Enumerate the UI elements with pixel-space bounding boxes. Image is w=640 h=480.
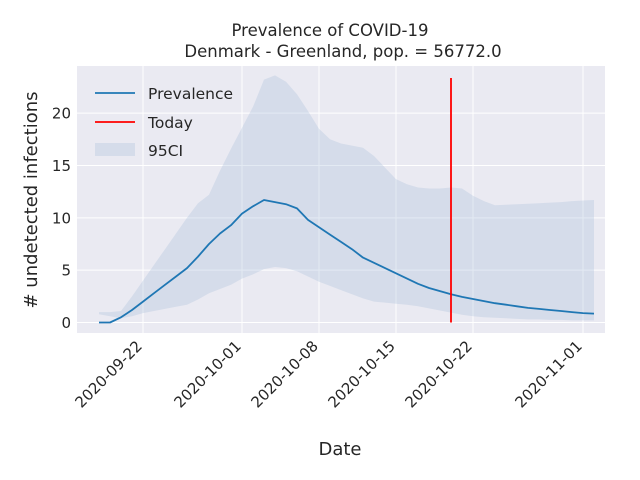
x-tick-label: 2020-09-22 — [71, 337, 145, 411]
grid-lines — [77, 66, 605, 333]
series-line-prevalence — [99, 199, 595, 324]
y-tick-label: 5 — [61, 262, 71, 280]
chart-title: Prevalence of COVID-19 — [232, 21, 429, 40]
legend-label-today: Today — [147, 114, 193, 132]
x-tick-label: 2020-10-08 — [247, 337, 321, 411]
x-axis-label: Date — [318, 439, 361, 460]
y-tick-label: 15 — [52, 157, 71, 175]
y-axis-label: # undetected infections — [21, 91, 42, 308]
series-layer — [99, 199, 595, 324]
legend-swatch-95ci — [95, 143, 135, 156]
legend-label-95ci: 95CI — [148, 142, 183, 160]
y-tick-label: 0 — [61, 314, 71, 332]
x-tick-label: 2020-11-01 — [511, 337, 585, 411]
x-tick-label: 2020-10-01 — [170, 337, 244, 411]
chart-subtitle: Denmark - Greenland, pop. = 56772.0 — [184, 42, 501, 61]
plot-area — [77, 66, 605, 333]
x-tick-label: 2020-10-15 — [324, 337, 398, 411]
legend: Prevalence Today 95CI — [95, 85, 233, 160]
x-tick-label: 2020-10-22 — [401, 337, 475, 411]
ci-band-layer — [99, 75, 594, 321]
x-tick-labels: 2020-09-22 2020-10-01 2020-10-08 2020-10-15… — [71, 337, 585, 411]
ci-band-95ci — [99, 75, 594, 321]
y-tick-labels: 0 5 10 15 20 — [52, 105, 71, 332]
y-tick-label: 10 — [52, 209, 71, 227]
y-tick-label: 20 — [52, 105, 71, 123]
legend-label-prevalence: Prevalence — [148, 85, 233, 103]
